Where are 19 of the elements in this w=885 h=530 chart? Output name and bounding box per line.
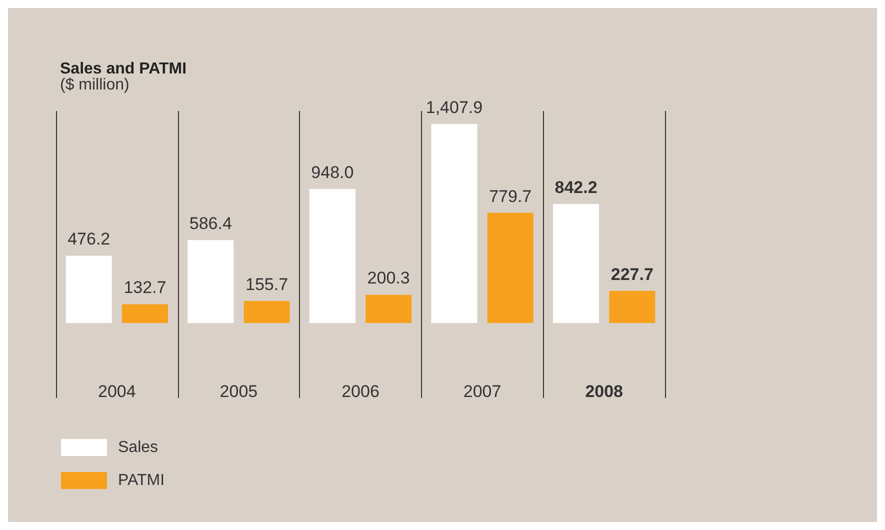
chart-title: Sales and PATMI	[60, 60, 187, 78]
data-label: 132.7	[124, 278, 166, 298]
legend-label: PATMI	[118, 472, 165, 489]
data-label: 842.2	[554, 178, 598, 197]
data-label: 1,407.9	[426, 98, 483, 118]
x-tick-label: 2007	[463, 382, 502, 401]
data-label: 948.0	[311, 163, 354, 182]
data-label: 155.7	[245, 274, 288, 294]
x-tick-label: 2008	[585, 382, 624, 401]
x-tick-label: 2006	[342, 382, 380, 401]
data-label: 227.7	[610, 264, 654, 284]
x-tick-label: 2005	[220, 382, 258, 401]
x-tick-label: 2004	[98, 382, 136, 401]
data-label: 586.4	[189, 214, 232, 234]
data-label: 476.2	[68, 230, 110, 249]
legend-label: Sales	[118, 439, 158, 456]
data-label: 779.7	[489, 186, 532, 206]
data-label: 200.3	[367, 268, 410, 288]
chart-subtitle: ($ million)	[60, 76, 130, 94]
